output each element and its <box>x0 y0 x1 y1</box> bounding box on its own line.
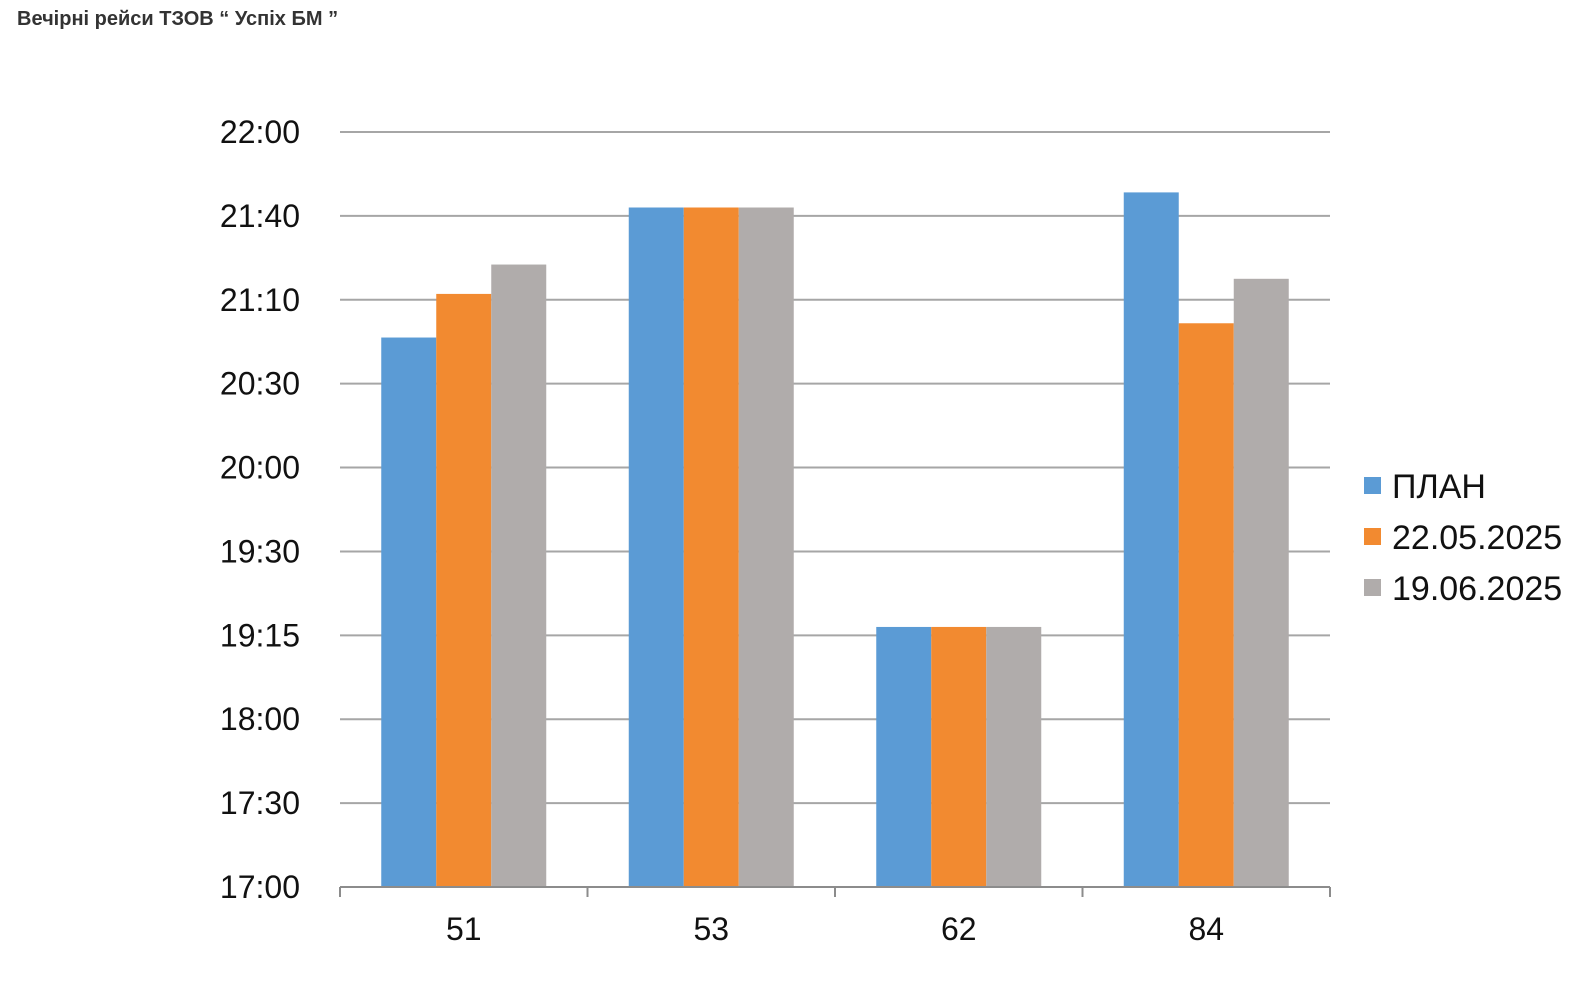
y-tick-label: 17:30 <box>220 785 300 821</box>
y-axis-tick-labels: 17:00 17:30 18:00 19:15 19:30 20:00 20:30 21:10… <box>220 114 300 905</box>
legend-label: 19.06.2025 <box>1392 570 1562 608</box>
y-tick-label: 19:15 <box>220 617 300 653</box>
y-tick-label: 17:00 <box>220 869 300 905</box>
x-axis-tick-labels: 51 53 62 84 <box>446 911 1224 947</box>
x-tick-label: 51 <box>446 911 482 947</box>
legend-swatch <box>1364 579 1381 596</box>
legend-swatch <box>1364 528 1381 545</box>
bar <box>1123 192 1179 887</box>
x-axis <box>339 886 1331 897</box>
bar <box>628 207 684 887</box>
x-tick-label: 84 <box>1188 911 1224 947</box>
legend-label: 22.05.2025 <box>1392 519 1562 557</box>
bar <box>931 626 987 887</box>
bar <box>436 293 492 888</box>
y-tick-label: 20:30 <box>220 366 300 402</box>
bar <box>491 264 547 887</box>
y-tick-label: 18:00 <box>220 701 300 737</box>
bars <box>381 192 1289 888</box>
legend: ПЛАН 22.05.2025 19.06.2025 <box>1364 468 1562 608</box>
page-title: Вечірні рейси ТЗОВ “ Успіх БМ ” <box>17 8 339 30</box>
y-tick-label: 21:40 <box>220 198 300 234</box>
y-tick-label: 22:00 <box>220 114 300 150</box>
x-tick-label: 53 <box>693 911 729 947</box>
legend-swatch <box>1364 477 1381 494</box>
bar <box>986 626 1042 887</box>
bar <box>683 207 739 887</box>
bar <box>381 337 437 887</box>
legend-label: ПЛАН <box>1392 468 1486 506</box>
bar <box>1233 278 1289 887</box>
x-tick-label: 62 <box>941 911 977 947</box>
bar <box>738 207 794 887</box>
y-tick-label: 21:10 <box>220 282 300 318</box>
bar <box>876 626 932 887</box>
bar <box>1178 323 1234 887</box>
y-tick-label: 20:00 <box>220 450 300 486</box>
y-tick-label: 19:30 <box>220 533 300 569</box>
